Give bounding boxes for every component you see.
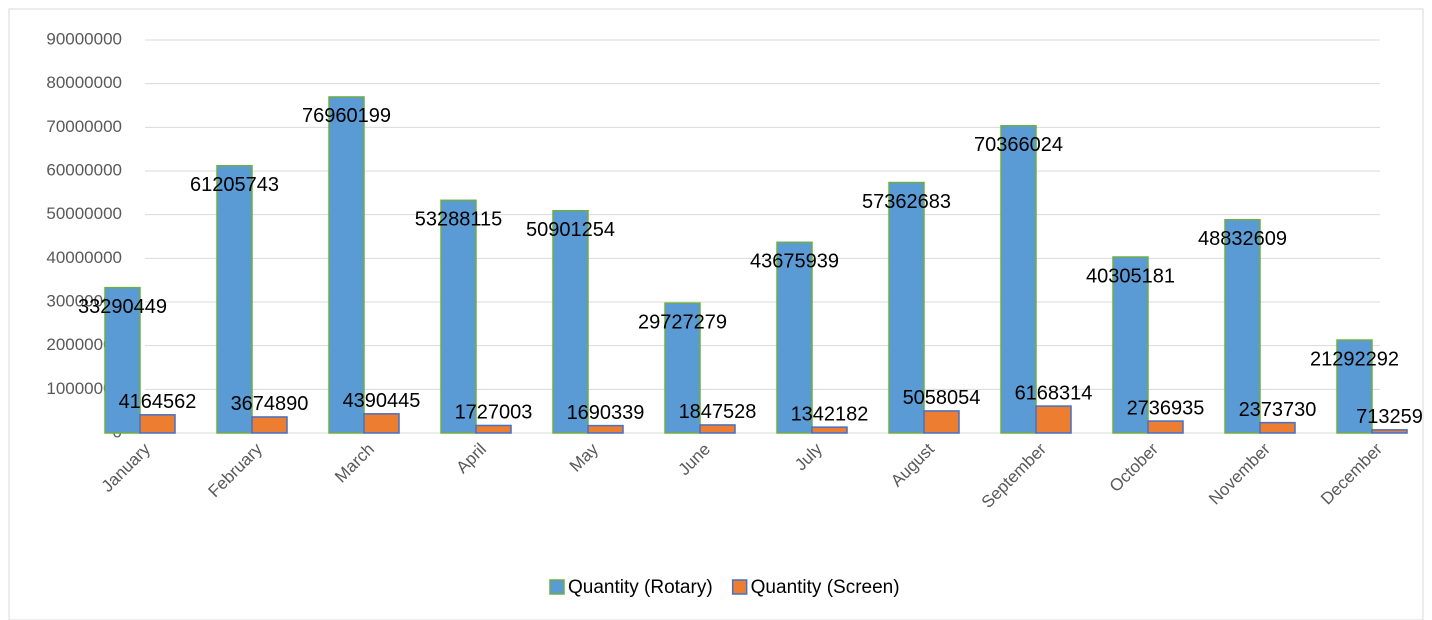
bar [1000, 124, 1037, 434]
data-label: 4390445 [343, 390, 421, 412]
data-label: 57362683 [862, 191, 951, 213]
bar [1112, 256, 1149, 434]
bar [363, 413, 400, 434]
bar [1336, 339, 1373, 434]
legend-label: Quantity (Screen) [751, 577, 900, 598]
data-label: 48832609 [1198, 228, 1287, 250]
data-label: 1727003 [455, 402, 533, 424]
bar [328, 96, 365, 434]
data-label: 713259 [1356, 406, 1423, 428]
y-tick-label: 20000000 [46, 335, 122, 354]
bar [587, 424, 624, 434]
data-label: 5058054 [903, 387, 981, 409]
bar [811, 426, 848, 434]
bar [1371, 429, 1408, 434]
y-tick-label: 30000000 [46, 291, 122, 310]
bar [475, 424, 512, 434]
data-label: 53288115 [415, 209, 503, 231]
data-label: 29727279 [638, 311, 727, 333]
bar [1147, 420, 1184, 434]
bar [888, 181, 925, 434]
bar [139, 414, 176, 434]
y-tick-label: 60000000 [46, 160, 122, 179]
data-label: 40305181 [1086, 265, 1175, 287]
data-label: 50901254 [526, 219, 615, 241]
bar [776, 241, 813, 434]
bar [104, 286, 141, 434]
data-label: 3674890 [231, 393, 309, 415]
y-tick-label: 40000000 [46, 248, 122, 267]
data-label: 70366024 [974, 134, 1063, 156]
y-tick-label: 90000000 [46, 29, 122, 48]
legend-swatch [549, 579, 565, 595]
data-label: 1342182 [791, 403, 869, 425]
bar [440, 199, 477, 434]
y-tick-label: 70000000 [46, 117, 122, 136]
data-label: 21292292 [1310, 348, 1399, 370]
data-label: 1690339 [567, 402, 645, 424]
data-label: 2736935 [1127, 397, 1205, 419]
y-tick-label: 50000000 [46, 204, 122, 223]
data-label: 6168314 [1015, 382, 1093, 404]
data-label: 76960199 [302, 105, 391, 127]
bar [923, 410, 960, 434]
y-tick-label: 80000000 [46, 73, 122, 92]
bar [552, 209, 589, 434]
bar [1035, 405, 1072, 434]
legend-label: Quantity (Rotary) [568, 577, 713, 598]
data-label: 1847528 [679, 401, 757, 423]
data-label: 2373730 [1239, 399, 1317, 421]
y-tick-label: 10000000 [46, 379, 122, 398]
data-label: 43675939 [750, 251, 839, 273]
data-label: 61205743 [190, 174, 279, 196]
bar [216, 164, 253, 434]
bar [1259, 421, 1296, 434]
data-label: 4164562 [119, 391, 197, 413]
bar [664, 302, 701, 434]
legend-swatch [731, 579, 748, 595]
data-label: 33290449 [78, 296, 167, 318]
bar [699, 424, 736, 434]
bar [1224, 219, 1261, 434]
bar [251, 416, 288, 434]
